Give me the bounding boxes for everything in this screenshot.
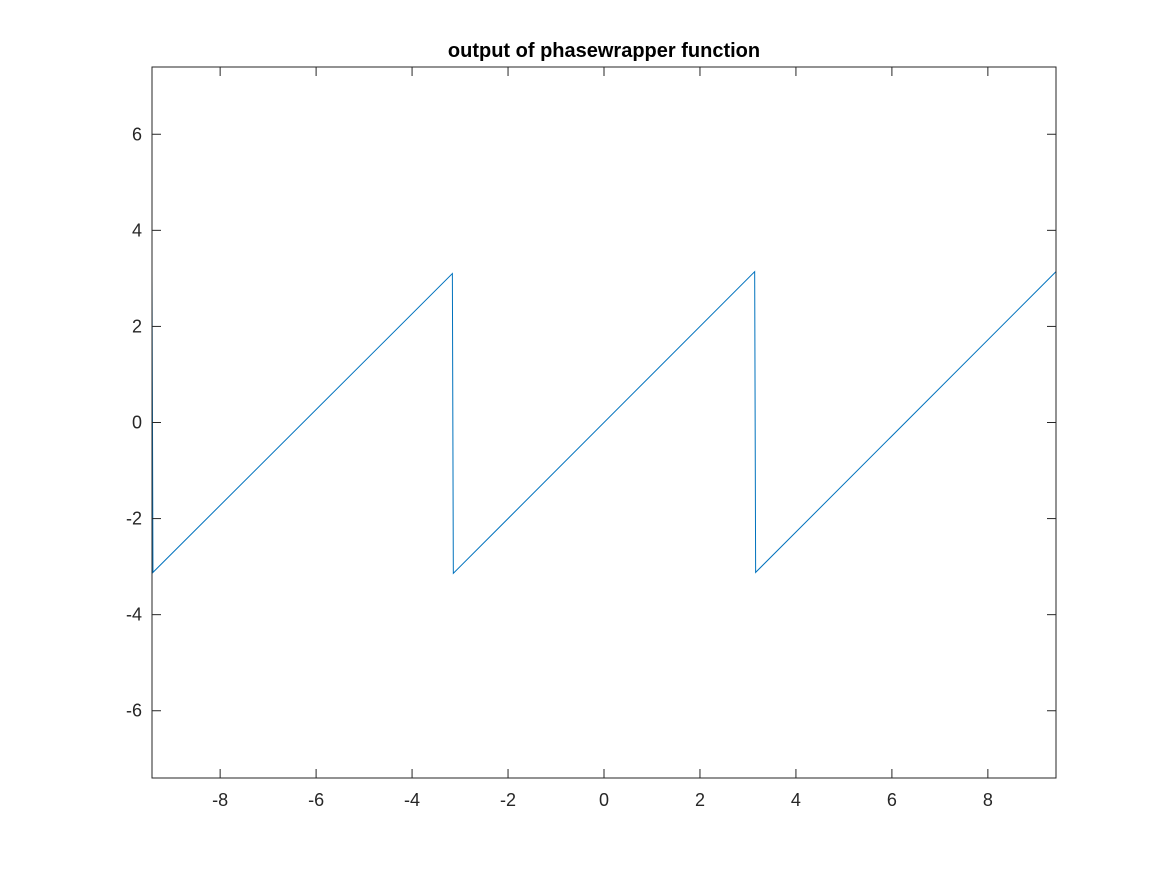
x-tick-label: 4 bbox=[791, 790, 801, 810]
x-tick-label: 8 bbox=[983, 790, 993, 810]
y-tick-label: -2 bbox=[126, 509, 142, 529]
y-tick-label: 4 bbox=[132, 220, 142, 240]
series-line bbox=[151, 270, 1057, 575]
y-tick-label: 6 bbox=[132, 124, 142, 144]
x-tick-label: 2 bbox=[695, 790, 705, 810]
x-tick-label: 0 bbox=[599, 790, 609, 810]
x-tick-label: -4 bbox=[404, 790, 420, 810]
x-tick-label: -2 bbox=[500, 790, 516, 810]
y-tick-label: -4 bbox=[126, 605, 142, 625]
y-tick-label: -6 bbox=[126, 701, 142, 721]
series-layer bbox=[151, 270, 1057, 575]
y-tick-label: 0 bbox=[132, 413, 142, 433]
ticks-layer: -8 -6 -4 -2 0 2 4 6 8 -6 -4 -2 0 2 4 6 bbox=[126, 67, 1056, 810]
x-tick-label: -6 bbox=[308, 790, 324, 810]
axes-box bbox=[151, 66, 1057, 779]
x-tick-label: -8 bbox=[212, 790, 228, 810]
x-tick-label: 6 bbox=[887, 790, 897, 810]
y-tick-label: 2 bbox=[132, 316, 142, 336]
chart-title: output of phasewrapper function bbox=[448, 40, 760, 62]
